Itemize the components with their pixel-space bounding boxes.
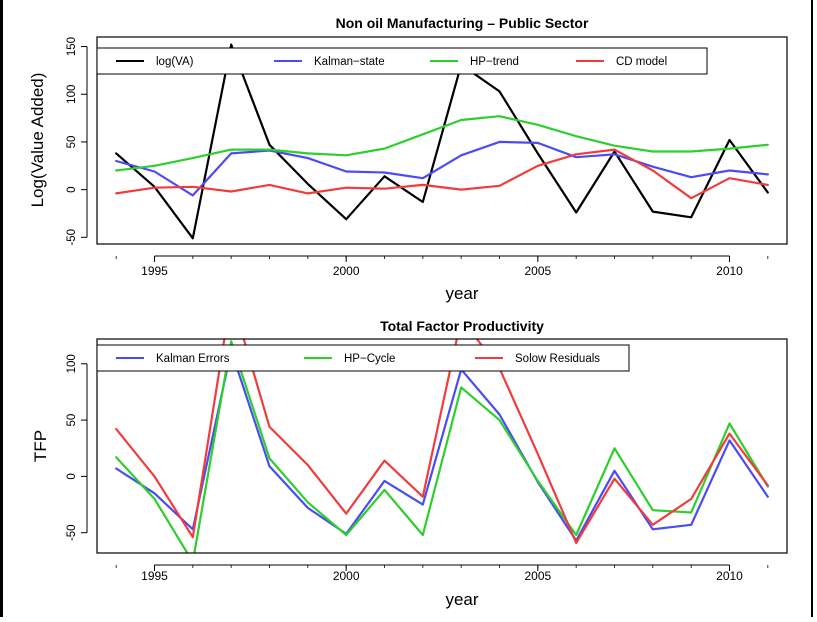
y-axis-label: TFP <box>31 430 50 462</box>
series-line-solow-residuals <box>115 339 769 545</box>
x-tick-label: 2010 <box>716 569 743 583</box>
x-tick-label: 1995 <box>141 264 168 278</box>
legend-label: log(VA) <box>156 56 194 68</box>
plot-area-frame <box>96 36 788 245</box>
chart-panel-1: log(VA) Kalman−state HP−trend CD model Non o… <box>28 15 788 303</box>
legend-label: Solow Residuals <box>515 353 600 365</box>
legend-label: Kalman−state <box>314 56 385 68</box>
legend: Kalman Errors HP−Cycle Solow Residuals <box>96 344 630 372</box>
legend-label: HP−Cycle <box>344 353 395 365</box>
x-tick-label: 1995 <box>141 569 168 583</box>
series-line-cd-model <box>115 148 769 200</box>
x-axis-label: year <box>445 284 478 303</box>
y-tick-label: 0 <box>66 473 78 479</box>
y-tick-label: 100 <box>66 85 78 104</box>
legend-box <box>96 344 630 372</box>
legend-box <box>96 47 708 75</box>
x-tick-label: 2005 <box>524 264 551 278</box>
legend-label: HP−trend <box>470 56 519 68</box>
legend-label: CD model <box>616 56 667 68</box>
y-tick-label: 50 <box>66 414 78 427</box>
y-tick-label: 50 <box>66 136 78 149</box>
series-line-hp-cycle <box>115 340 769 553</box>
figure-right-border <box>811 0 813 617</box>
y-tick-label: 150 <box>66 37 78 56</box>
y-tick-label: 100 <box>66 354 78 373</box>
x-tick-label: 2010 <box>716 264 743 278</box>
x-axis-label: year <box>445 590 478 609</box>
legend-label: Kalman Errors <box>156 353 230 365</box>
y-tick-label: -50 <box>66 524 78 541</box>
series-group <box>115 43 769 240</box>
series-line-hp-trend <box>115 115 769 172</box>
chart-title: Total Factor Productivity <box>380 318 544 334</box>
y-axis-label: Log(Value Added) <box>28 73 47 208</box>
y-tick-label: -50 <box>66 229 78 246</box>
x-tick-label: 2000 <box>333 264 360 278</box>
legend: log(VA) Kalman−state HP−trend CD model <box>96 47 708 75</box>
x-tick-label: 2000 <box>333 569 360 583</box>
figure-left-border <box>0 0 3 617</box>
chart-panel-2: Kalman Errors HP−Cycle Solow Residuals Tota… <box>31 318 788 609</box>
series-group <box>115 339 769 553</box>
series-line-kalman-state <box>115 140 769 197</box>
y-tick-label: 0 <box>66 186 78 192</box>
chart-title: Non oil Manufacturing – Public Sector <box>336 15 589 31</box>
series-line-log-va- <box>115 43 769 240</box>
x-tick-label: 2005 <box>524 569 551 583</box>
plot-area-frame <box>96 338 788 554</box>
